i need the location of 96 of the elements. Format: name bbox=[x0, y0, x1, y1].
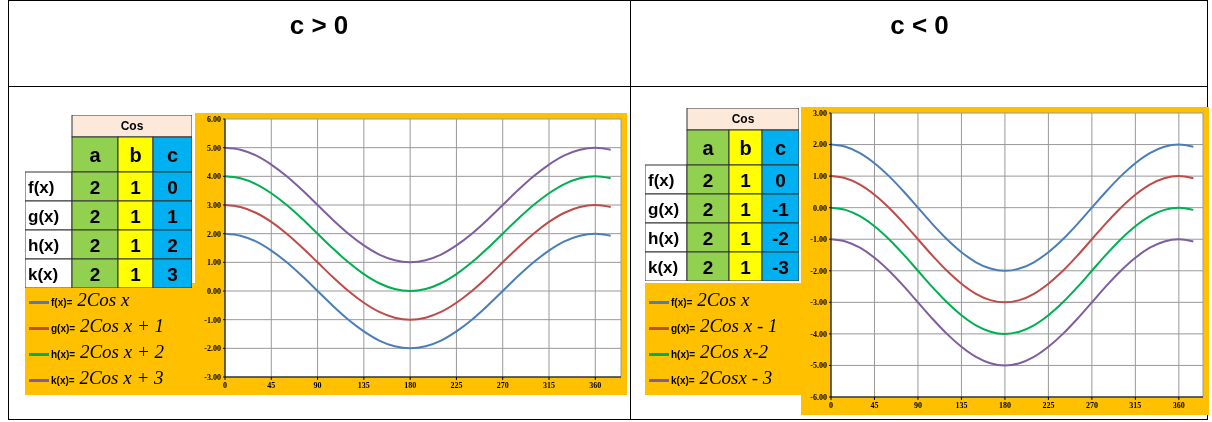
chart-title: Cos bbox=[731, 112, 755, 126]
line-series bbox=[225, 146, 612, 264]
data-label: 1 bbox=[130, 176, 142, 198]
x-tick-label: 360 bbox=[589, 380, 602, 390]
data-label: 0 bbox=[167, 176, 178, 198]
y-tick-label: h(x) bbox=[648, 228, 680, 248]
x-tick-label: 135 bbox=[955, 400, 968, 410]
y-tick-label: k(x) bbox=[648, 257, 679, 277]
data-label: 2 bbox=[702, 169, 714, 191]
legend-label: g(x)= 2Cos x + 1 bbox=[51, 315, 164, 336]
y-tick-label: -5.00 bbox=[810, 361, 827, 371]
chart-title: c < 0 bbox=[889, 10, 950, 41]
y-tick-label: 1.00 bbox=[813, 171, 827, 181]
y-tick-label: 0.00 bbox=[207, 286, 221, 296]
x-tick-label: 135 bbox=[357, 380, 370, 390]
x-tick-label: 180 bbox=[998, 400, 1011, 410]
x-tick-label: 270 bbox=[496, 380, 509, 390]
data-label: 0 bbox=[775, 169, 786, 191]
x-tick-label: 90 bbox=[313, 380, 322, 390]
y-tick-label: 1.00 bbox=[207, 258, 221, 268]
y-tick-label: -3.00 bbox=[810, 298, 827, 308]
x-tick-label: a bbox=[702, 136, 715, 159]
data-label: 2 bbox=[702, 256, 714, 278]
data-label: 2 bbox=[89, 234, 101, 256]
chart-title: Cos bbox=[120, 119, 144, 133]
data-label: 2 bbox=[167, 234, 178, 256]
x-tick-label: b bbox=[739, 136, 752, 159]
x-tick-label: c bbox=[774, 136, 787, 159]
y-tick-label: k(x) bbox=[28, 264, 59, 284]
x-tick-label: 225 bbox=[450, 380, 463, 390]
line-series bbox=[831, 206, 1195, 335]
data-label: 1 bbox=[130, 263, 142, 285]
line-series bbox=[225, 232, 612, 350]
x-tick-label: 0 bbox=[829, 400, 833, 410]
x-tick-label: 180 bbox=[404, 380, 417, 390]
line-series bbox=[225, 175, 612, 292]
data-label: 2 bbox=[702, 227, 714, 249]
x-tick-label: 0 bbox=[223, 380, 227, 390]
data-label: 3 bbox=[167, 263, 178, 285]
x-tick-label: a bbox=[89, 143, 102, 166]
y-tick-label: -2.00 bbox=[204, 344, 221, 354]
legend-label: g(x)= 2Cos x - 1 bbox=[671, 315, 778, 336]
y-tick-label: 4.00 bbox=[207, 172, 221, 182]
x-tick-label: 90 bbox=[913, 400, 922, 410]
data-label: 1 bbox=[740, 227, 752, 249]
y-tick-label: f(x) bbox=[648, 170, 675, 190]
x-tick-label: b bbox=[129, 143, 142, 166]
data-label: -2 bbox=[772, 227, 789, 249]
legend-label: f(x)= 2Cos x bbox=[51, 289, 130, 310]
line-series bbox=[831, 175, 1195, 304]
y-tick-label: -3.00 bbox=[204, 372, 221, 382]
data-label: 2 bbox=[702, 198, 714, 220]
data-label: 2 bbox=[89, 176, 101, 198]
x-tick-label: 270 bbox=[1085, 400, 1098, 410]
legend-label: k(x)= 2Cos x + 3 bbox=[51, 367, 164, 388]
y-tick-label: 6.00 bbox=[207, 114, 221, 124]
data-label: 2 bbox=[89, 205, 101, 227]
x-tick-label: 315 bbox=[543, 380, 555, 390]
y-tick-label: g(x) bbox=[28, 206, 60, 226]
y-tick-label: 0.00 bbox=[813, 203, 827, 213]
legend-label: h(x)= 2Cos x + 2 bbox=[51, 341, 164, 362]
legend-label: f(x)= 2Cos x bbox=[671, 289, 750, 310]
x-tick-label: 315 bbox=[1129, 400, 1142, 410]
chart-title: c > 0 bbox=[288, 10, 350, 41]
data-label: 1 bbox=[740, 256, 752, 278]
data-label: -1 bbox=[772, 198, 790, 220]
line-series bbox=[831, 238, 1195, 367]
data-label: 1 bbox=[130, 234, 142, 256]
data-label: 2 bbox=[89, 263, 101, 285]
y-tick-label: 3.00 bbox=[207, 200, 221, 210]
x-tick-label: 45 bbox=[267, 380, 276, 390]
y-tick-label: h(x) bbox=[28, 235, 60, 255]
data-label: 1 bbox=[130, 205, 142, 227]
legend-label: k(x)= 2Cosx - 3 bbox=[671, 367, 773, 388]
y-tick-label: -4.00 bbox=[810, 329, 827, 339]
line-series bbox=[831, 143, 1195, 272]
y-tick-label: -1.00 bbox=[204, 315, 221, 325]
y-tick-label: f(x) bbox=[28, 177, 55, 197]
y-tick-label: g(x) bbox=[648, 199, 680, 219]
y-tick-label: 3.00 bbox=[813, 108, 827, 118]
y-tick-label: 2.00 bbox=[813, 140, 827, 150]
y-tick-label: -1.00 bbox=[810, 235, 827, 245]
data-label: -3 bbox=[772, 256, 789, 278]
data-label: 1 bbox=[740, 198, 752, 220]
data-label: 1 bbox=[167, 205, 179, 227]
y-tick-label: 5.00 bbox=[207, 143, 221, 153]
data-label: 1 bbox=[740, 169, 752, 191]
line-series bbox=[225, 204, 612, 321]
x-tick-label: 45 bbox=[870, 400, 879, 410]
x-tick-label: 360 bbox=[1172, 400, 1185, 410]
legend-label: h(x)= 2Cos x-2 bbox=[671, 341, 768, 362]
y-tick-label: -6.00 bbox=[810, 392, 827, 402]
y-tick-label: 2.00 bbox=[207, 229, 221, 239]
y-tick-label: -2.00 bbox=[810, 266, 827, 276]
x-tick-label: 225 bbox=[1042, 400, 1055, 410]
x-tick-label: c bbox=[166, 143, 179, 166]
